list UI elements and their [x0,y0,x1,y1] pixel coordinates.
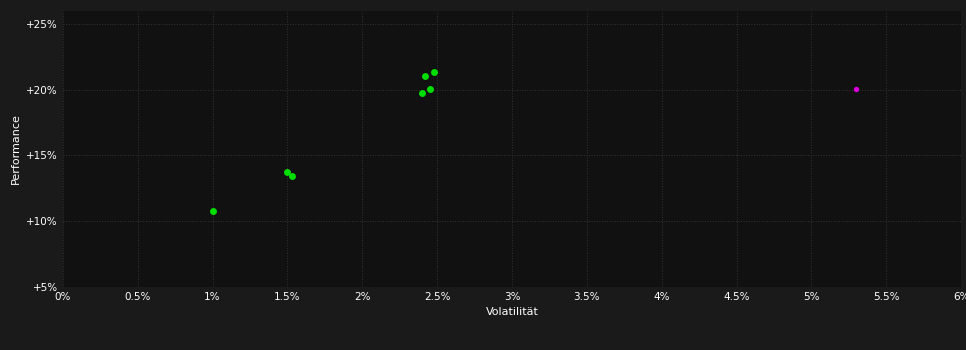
Point [284,174,299,179]
Point [426,69,441,75]
Point [280,169,296,175]
X-axis label: Volatilität: Volatilität [486,307,538,317]
Point [414,90,430,96]
Point [205,208,220,213]
Point [422,86,438,92]
Point [417,73,433,78]
Point [848,86,864,92]
Y-axis label: Performance: Performance [11,113,20,184]
